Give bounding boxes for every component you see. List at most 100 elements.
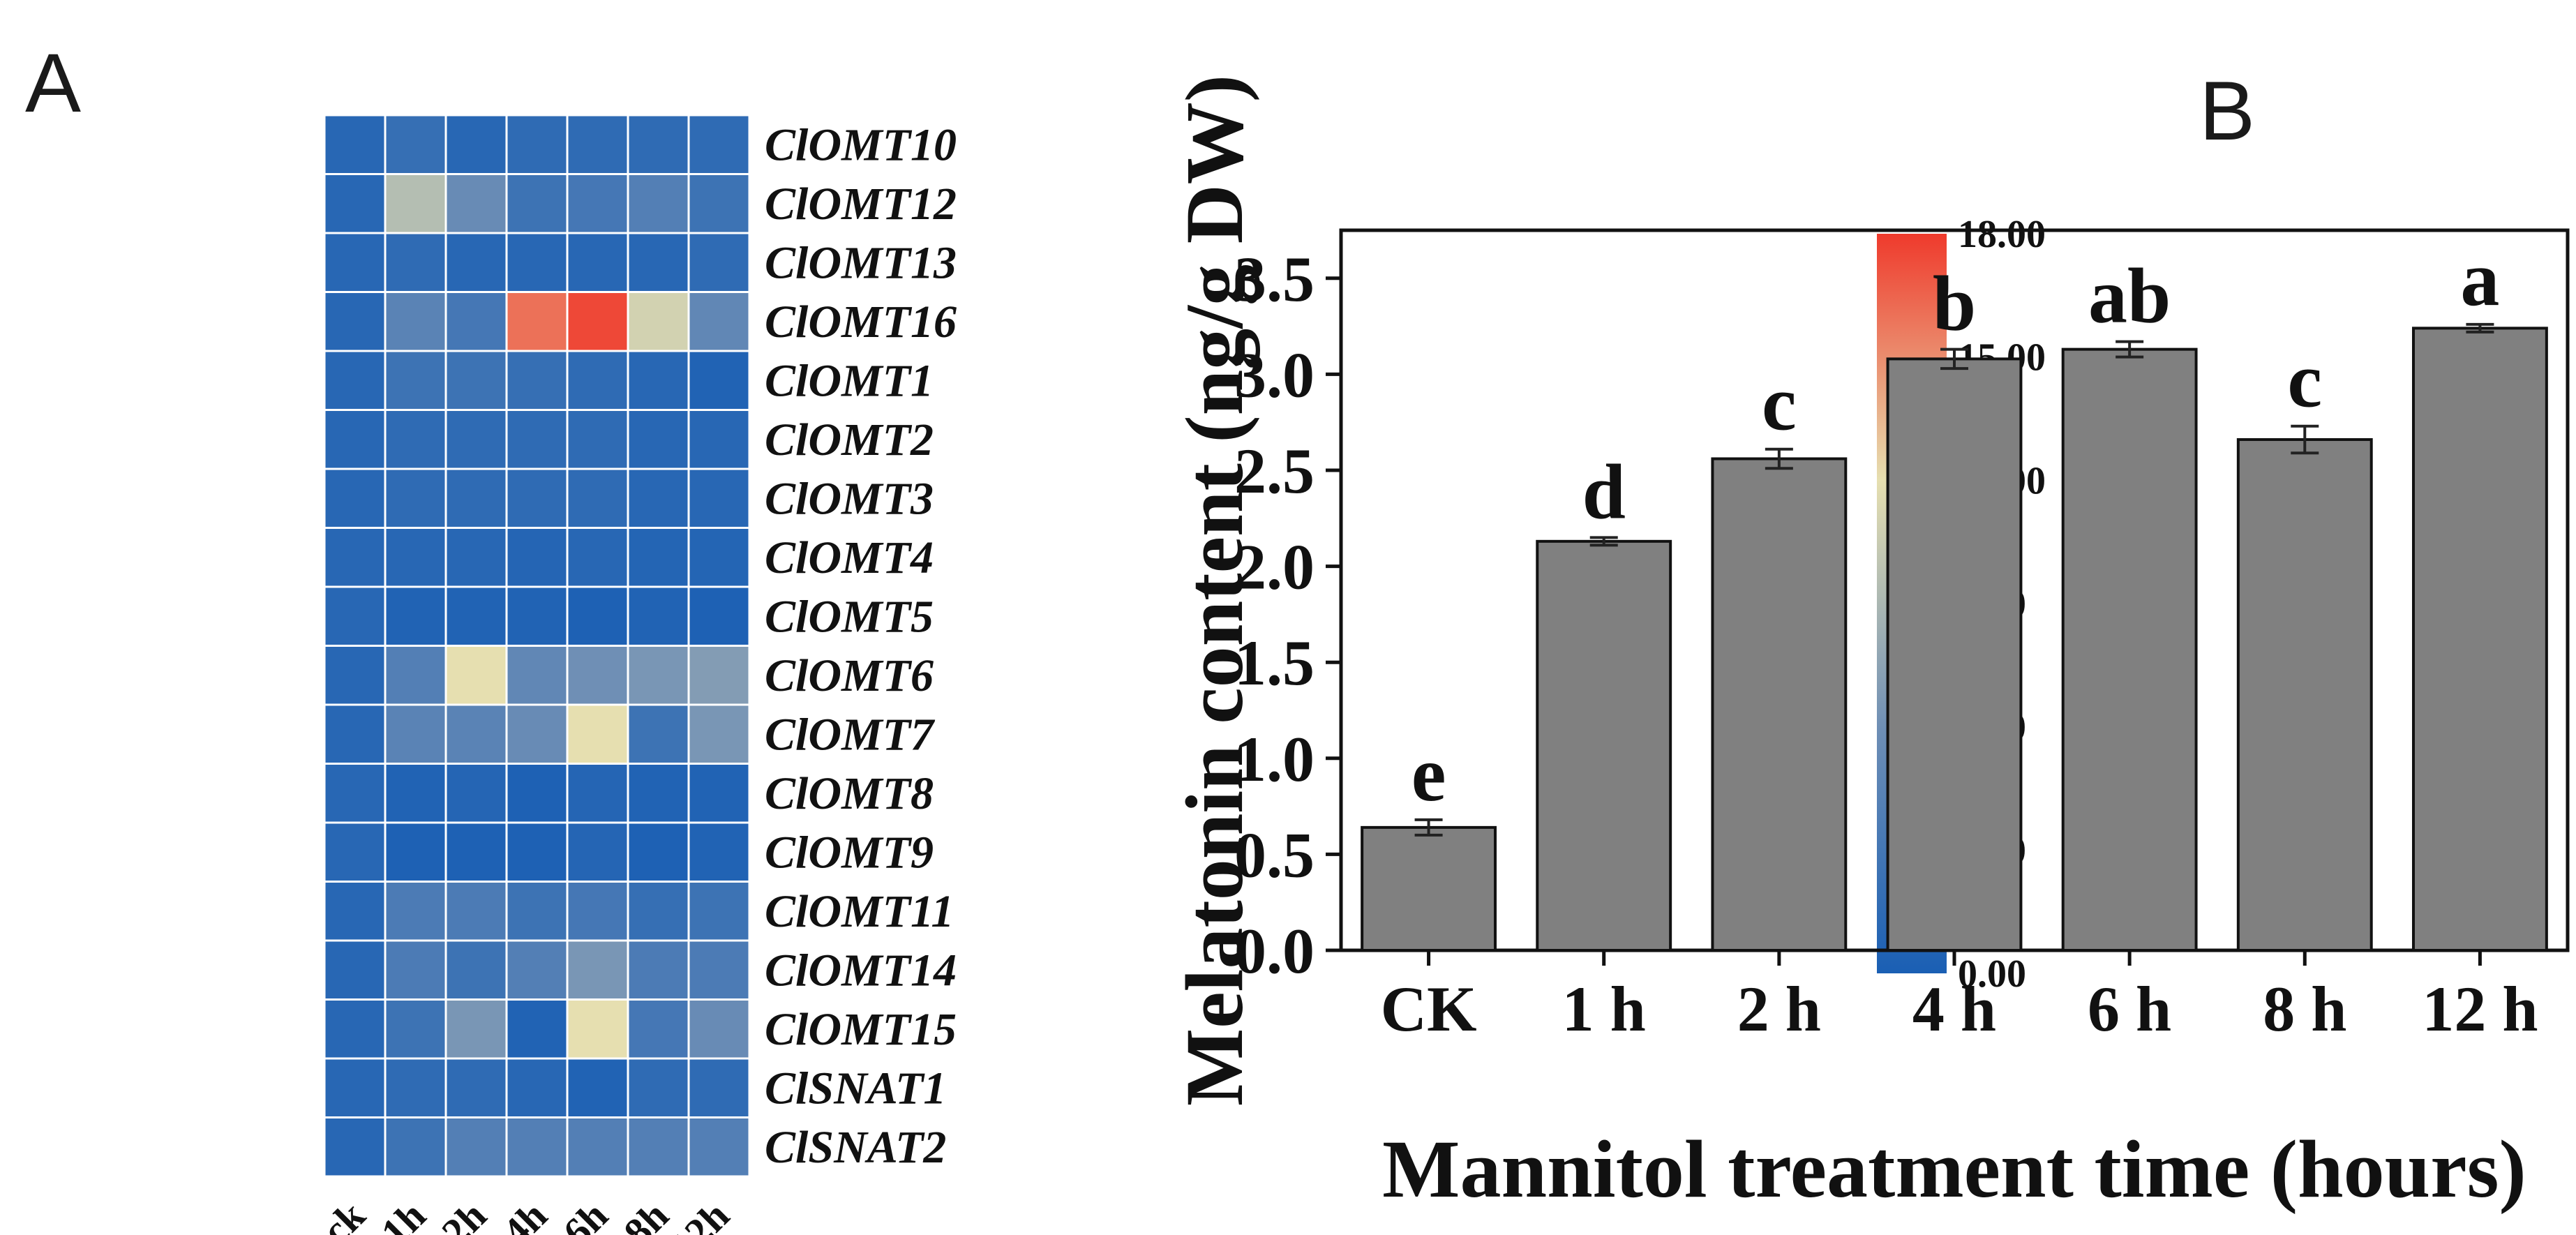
bar bbox=[2061, 347, 2198, 952]
heatmap-cell bbox=[323, 1057, 387, 1118]
heatmap-cell bbox=[627, 703, 690, 765]
heatmap-cell bbox=[505, 291, 569, 352]
bar bbox=[1711, 457, 1848, 952]
heatmap-cell bbox=[687, 350, 751, 411]
heatmap-cell bbox=[505, 998, 569, 1060]
heatmap-cell bbox=[323, 763, 387, 824]
heatmap-cell bbox=[627, 467, 690, 529]
heatmap-column-label: 12h bbox=[661, 1192, 738, 1235]
heatmap-cell bbox=[323, 350, 387, 411]
heatmap-cell bbox=[687, 1116, 751, 1178]
heatmap-cell bbox=[566, 527, 629, 588]
bar bbox=[2236, 437, 2373, 952]
y-tick-label: 3.0 bbox=[1234, 339, 1315, 410]
heatmap-cell bbox=[444, 763, 508, 824]
gene-label: ClOMT14 bbox=[765, 945, 957, 996]
heatmap-cell bbox=[687, 763, 751, 824]
heatmap-cell bbox=[627, 1116, 690, 1178]
gene-label: ClOMT1 bbox=[765, 355, 934, 406]
heatmap-cell bbox=[444, 173, 508, 234]
heatmap-cell bbox=[566, 291, 629, 352]
heatmap-cell bbox=[687, 585, 751, 647]
bar bbox=[1361, 825, 1497, 952]
heatmap-cell bbox=[384, 1057, 447, 1118]
heatmap-column-label: 8h bbox=[615, 1192, 677, 1235]
heatmap-cell bbox=[687, 291, 751, 352]
heatmap-cell bbox=[505, 232, 569, 293]
heatmap-cell bbox=[566, 939, 629, 1001]
heatmap-cell bbox=[444, 467, 508, 529]
heatmap-cell bbox=[505, 350, 569, 411]
heatmap-cell bbox=[687, 645, 751, 706]
heatmap-cell bbox=[505, 114, 569, 175]
heatmap-cell bbox=[627, 585, 690, 647]
heatmap-cell bbox=[627, 763, 690, 824]
heatmap-cell bbox=[627, 291, 690, 352]
bar bbox=[2411, 327, 2548, 952]
heatmap-cell bbox=[566, 881, 629, 942]
x-axis-title: Mannitol treatment time (hours) bbox=[1382, 1123, 2526, 1215]
heatmap-cell bbox=[323, 291, 387, 352]
heatmap-cell bbox=[687, 703, 751, 765]
colorbar-tick-label: 0.00 bbox=[1958, 952, 2026, 996]
y-tick-label: 2.0 bbox=[1234, 532, 1315, 603]
heatmap-cell bbox=[323, 881, 387, 942]
heatmap-cell bbox=[505, 703, 569, 765]
heatmap-cell bbox=[687, 881, 751, 942]
heatmap-cell bbox=[627, 998, 690, 1060]
heatmap-cell bbox=[323, 173, 387, 234]
heatmap-cell bbox=[444, 585, 508, 647]
heatmap-cell bbox=[384, 527, 447, 588]
heatmap-cell bbox=[323, 998, 387, 1060]
heatmap-cell bbox=[505, 409, 569, 470]
heatmap-column-label: 2h bbox=[433, 1192, 495, 1235]
gene-label: ClOMT7 bbox=[765, 709, 936, 760]
heatmap-cell bbox=[687, 467, 751, 529]
panel-a-label: A bbox=[25, 36, 81, 130]
heatmap-cell bbox=[444, 703, 508, 765]
heatmap-cell bbox=[566, 763, 629, 824]
heatmap-cell bbox=[627, 939, 690, 1001]
significance-letter: ab bbox=[2088, 253, 2171, 340]
gene-label: ClOMT3 bbox=[765, 473, 934, 524]
heatmap-cell bbox=[505, 881, 569, 942]
heatmap-cell bbox=[384, 881, 447, 942]
y-tick-label: 0.0 bbox=[1234, 915, 1315, 987]
heatmap-cell bbox=[687, 409, 751, 470]
gene-label: ClOMT16 bbox=[765, 297, 957, 347]
heatmap-cell bbox=[687, 173, 751, 234]
heatmap-cell bbox=[505, 939, 569, 1001]
y-tick-label: 0.5 bbox=[1234, 819, 1315, 890]
heatmap-cell bbox=[566, 821, 629, 883]
heatmap-cell bbox=[444, 881, 508, 942]
heatmap-column-label: 1h bbox=[372, 1192, 434, 1235]
heatmap-cell bbox=[627, 881, 690, 942]
heatmap-cell bbox=[384, 998, 447, 1060]
heatmap-cell bbox=[323, 232, 387, 293]
x-tick-label: 12 h bbox=[2422, 973, 2538, 1045]
heatmap-cell bbox=[687, 1057, 751, 1118]
x-tick-label: CK bbox=[1381, 973, 1477, 1045]
gene-label: ClOMT11 bbox=[765, 886, 954, 937]
heatmap-cell bbox=[384, 645, 447, 706]
gene-label: ClOMT6 bbox=[765, 650, 934, 701]
gene-label: ClOMT2 bbox=[765, 414, 934, 465]
heatmap-cell bbox=[384, 1116, 447, 1178]
heatmap-cell bbox=[627, 409, 690, 470]
significance-letter: c bbox=[2287, 338, 2322, 424]
heatmap-cell bbox=[505, 1116, 569, 1178]
heatmap-cell bbox=[444, 821, 508, 883]
heatmap: ClOMT10 ClOMT12 ClOMT13 ClOMT16 ClOMT1 ClOMT2… bbox=[313, 114, 957, 1235]
heatmap-column-label: ck bbox=[313, 1192, 374, 1235]
heatmap-cell bbox=[627, 114, 690, 175]
heatmap-cell bbox=[627, 350, 690, 411]
significance-letter: c bbox=[1762, 361, 1797, 447]
heatmap-cell bbox=[627, 232, 690, 293]
heatmap-cell bbox=[566, 1116, 629, 1178]
heatmap-cell bbox=[505, 1057, 569, 1118]
gene-label: ClSNAT1 bbox=[765, 1063, 946, 1114]
heatmap-cell bbox=[687, 821, 751, 883]
heatmap-cell bbox=[444, 645, 508, 706]
heatmap-cell bbox=[687, 939, 751, 1001]
